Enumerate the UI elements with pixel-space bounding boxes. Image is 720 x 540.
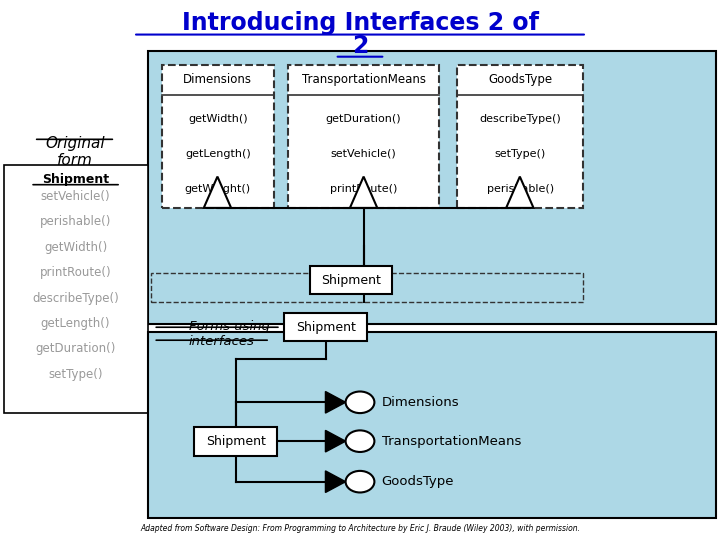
- Polygon shape: [506, 177, 534, 208]
- Text: Dimensions: Dimensions: [382, 396, 459, 409]
- Text: 2: 2: [352, 34, 368, 58]
- Text: Adapted from Software Design: From Programming to Architecture by Eric J. Braude: Adapted from Software Design: From Progr…: [140, 524, 580, 532]
- Text: Shipment: Shipment: [42, 173, 109, 186]
- Text: describeType(): describeType(): [480, 114, 561, 124]
- Text: GoodsType: GoodsType: [382, 475, 454, 488]
- FancyBboxPatch shape: [162, 65, 274, 208]
- Text: Original
form: Original form: [45, 136, 104, 168]
- Text: TransportationMeans: TransportationMeans: [302, 73, 426, 86]
- Polygon shape: [204, 177, 231, 208]
- Text: Shipment: Shipment: [321, 274, 382, 287]
- Circle shape: [346, 471, 374, 492]
- Text: perishable(): perishable(): [40, 215, 112, 228]
- Text: getDuration(): getDuration(): [35, 342, 116, 355]
- Circle shape: [346, 392, 374, 413]
- Text: setType(): setType(): [48, 368, 103, 381]
- FancyBboxPatch shape: [310, 266, 392, 294]
- FancyBboxPatch shape: [148, 51, 716, 324]
- Text: printRoute(): printRoute(): [330, 184, 397, 194]
- Polygon shape: [325, 430, 346, 452]
- FancyBboxPatch shape: [284, 313, 367, 341]
- FancyBboxPatch shape: [194, 427, 277, 456]
- FancyBboxPatch shape: [148, 332, 716, 518]
- Text: getWidth(): getWidth(): [44, 241, 107, 254]
- Text: GoodsType: GoodsType: [488, 73, 552, 86]
- Text: Forms using
interfaces: Forms using interfaces: [189, 320, 269, 348]
- Circle shape: [346, 430, 374, 452]
- Text: Introducing Interfaces 2 of: Introducing Interfaces 2 of: [181, 11, 539, 35]
- Polygon shape: [350, 177, 377, 208]
- FancyBboxPatch shape: [4, 165, 148, 413]
- Text: TransportationMeans: TransportationMeans: [382, 435, 521, 448]
- Text: printRoute(): printRoute(): [40, 266, 112, 279]
- Text: getLength(): getLength(): [185, 149, 251, 159]
- Text: describeType(): describeType(): [32, 292, 119, 305]
- Text: setVehicle(): setVehicle(): [41, 190, 110, 203]
- Polygon shape: [325, 392, 346, 413]
- Text: getLength(): getLength(): [41, 317, 110, 330]
- Text: getWeight(): getWeight(): [185, 184, 251, 194]
- Text: getWidth(): getWidth(): [188, 114, 248, 124]
- Text: Dimensions: Dimensions: [184, 73, 252, 86]
- Text: Shipment: Shipment: [206, 435, 266, 448]
- Text: perishable(): perishable(): [487, 184, 554, 194]
- Text: Shipment: Shipment: [296, 321, 356, 334]
- Text: setVehicle(): setVehicle(): [330, 149, 397, 159]
- FancyBboxPatch shape: [457, 65, 583, 208]
- Text: setType(): setType(): [495, 149, 546, 159]
- Text: getDuration(): getDuration(): [325, 114, 402, 124]
- FancyBboxPatch shape: [288, 65, 439, 208]
- Polygon shape: [325, 471, 346, 492]
